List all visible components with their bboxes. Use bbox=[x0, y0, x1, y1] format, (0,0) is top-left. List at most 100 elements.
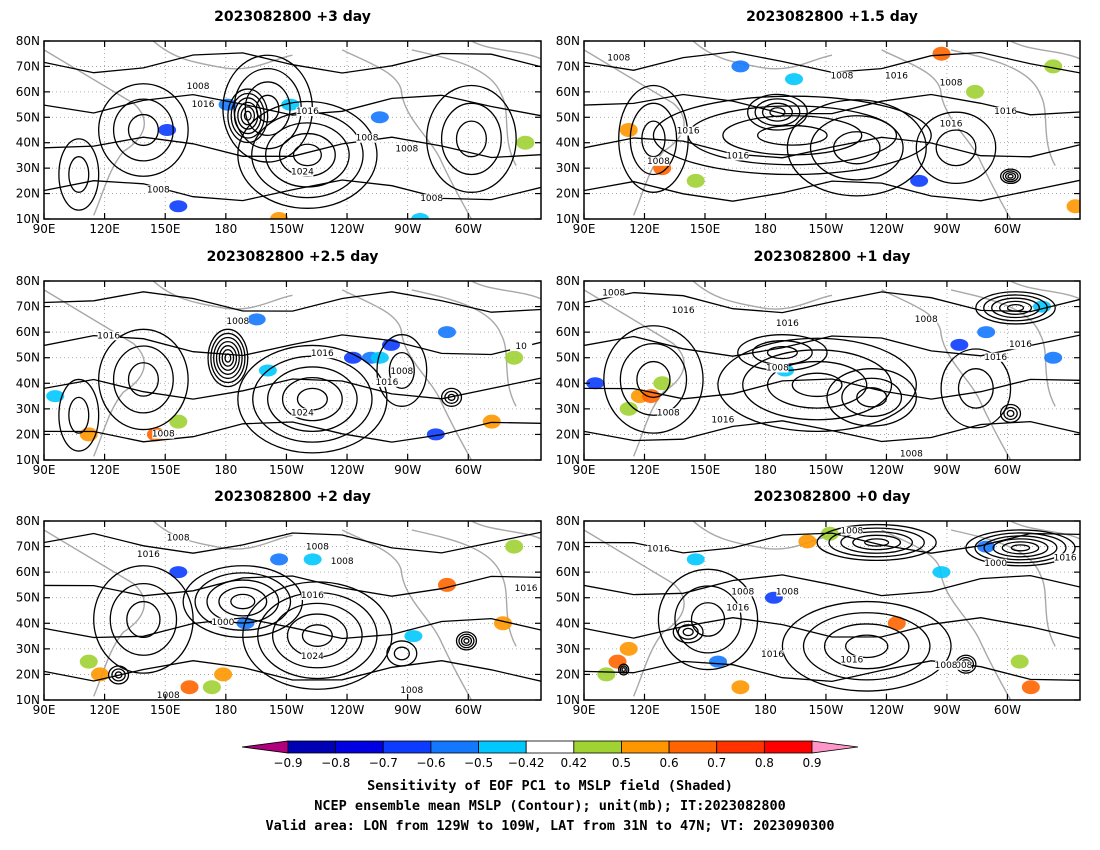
y-tick-label: 20N bbox=[16, 667, 40, 681]
mslp-contour bbox=[584, 660, 1080, 683]
contour-label-bg bbox=[291, 408, 314, 418]
coastline bbox=[411, 289, 517, 407]
negative-sensitivity-patch bbox=[437, 326, 456, 339]
colorbar-tick-label: 0.5 bbox=[612, 756, 631, 770]
x-tick-label: 180 bbox=[754, 222, 777, 236]
positive-sensitivity-patch bbox=[505, 539, 524, 554]
positive-sensitivity-patch bbox=[180, 680, 199, 695]
coastline bbox=[152, 281, 293, 310]
mslp-contour bbox=[386, 640, 418, 667]
positive-sensitivity-patch bbox=[932, 46, 951, 61]
mslp-contour bbox=[1007, 173, 1014, 179]
contour-label: 1016 bbox=[994, 107, 1017, 117]
negative-sensitivity-patch bbox=[46, 390, 65, 403]
y-tick-label: 80N bbox=[556, 514, 580, 528]
mslp-contour bbox=[266, 366, 358, 433]
mslp-contour bbox=[444, 390, 459, 404]
map-panel-5: 2023082800 +2 day10081016100810081016100… bbox=[16, 489, 542, 717]
mslp-contour bbox=[756, 124, 828, 146]
mslp-contour bbox=[440, 102, 502, 176]
x-tick-label: 60W bbox=[994, 222, 1021, 236]
contour-label-bg bbox=[187, 82, 210, 92]
x-tick-label: 150W bbox=[809, 463, 844, 477]
negative-sensitivity-patch bbox=[158, 124, 177, 136]
x-tick-label: 150W bbox=[269, 222, 304, 236]
contour-label: 1008 bbox=[950, 661, 973, 671]
y-tick-label: 40N bbox=[16, 136, 40, 150]
colorbar-tick-label: 0.9 bbox=[802, 756, 821, 770]
contour-label: 1016 bbox=[97, 331, 120, 341]
mslp-contour bbox=[218, 586, 268, 617]
contour-label: 1016 bbox=[301, 591, 324, 601]
mslp-contour bbox=[44, 617, 541, 640]
mslp-contour bbox=[292, 143, 322, 167]
y-tick-label: 30N bbox=[16, 402, 40, 416]
colorbar-tick-label: −0.9 bbox=[273, 756, 302, 770]
contour-label: 1008 bbox=[157, 691, 180, 701]
contour-label: 1016 bbox=[885, 71, 908, 81]
positive-sensitivity-patch bbox=[482, 414, 501, 429]
contour-label-bg bbox=[306, 542, 329, 552]
x-tick-label: 150W bbox=[269, 463, 304, 477]
panel-title: 2023082800 +1.5 day bbox=[746, 9, 918, 25]
coastline bbox=[584, 49, 685, 216]
y-tick-label: 50N bbox=[556, 591, 580, 605]
mslp-contour bbox=[621, 667, 626, 673]
negative-sensitivity-patch bbox=[910, 174, 929, 187]
mslp-contour bbox=[257, 591, 378, 680]
y-tick-label: 60N bbox=[16, 325, 40, 339]
colorbar-tick-label: 0.42 bbox=[560, 756, 587, 770]
positive-sensitivity-patch bbox=[169, 414, 188, 429]
negative-sensitivity-patch bbox=[977, 326, 996, 339]
contour-label: 1008 bbox=[766, 364, 789, 374]
y-tick-label: 30N bbox=[556, 161, 580, 175]
y-tick-label: 40N bbox=[16, 376, 40, 390]
positive-sensitivity-patch bbox=[270, 212, 289, 219]
mslp-contour bbox=[206, 579, 280, 624]
x-tick-label: 120E bbox=[629, 703, 660, 717]
mslp-contour bbox=[127, 362, 159, 397]
positive-sensitivity-patch bbox=[653, 376, 672, 391]
mslp-contour bbox=[619, 665, 628, 674]
contour-label-bg bbox=[900, 449, 923, 459]
mslp-contour bbox=[802, 612, 931, 681]
x-tick-label: 150E bbox=[690, 703, 721, 717]
contour-label-bg bbox=[211, 617, 234, 627]
mslp-contour bbox=[584, 51, 1080, 74]
x-tick-label: 90E bbox=[33, 703, 56, 717]
y-tick-label: 60N bbox=[16, 565, 40, 579]
mslp-contour bbox=[1006, 409, 1015, 418]
mslp-contour bbox=[754, 98, 801, 127]
positive-sensitivity-patch bbox=[437, 577, 456, 592]
mslp-contour bbox=[991, 297, 1040, 319]
contour-label-bg bbox=[761, 650, 784, 660]
x-tick-label: 150E bbox=[150, 703, 181, 717]
contour-label-bg bbox=[226, 316, 249, 326]
positive-sensitivity-patch bbox=[965, 84, 984, 99]
y-tick-label: 30N bbox=[16, 642, 40, 656]
mslp-contour bbox=[44, 136, 541, 159]
y-tick-label: 70N bbox=[556, 540, 580, 554]
y-tick-label: 70N bbox=[16, 540, 40, 554]
x-tick-label: 90E bbox=[573, 703, 596, 717]
negative-sensitivity-patch bbox=[169, 200, 188, 213]
contour-label: 1008 bbox=[607, 54, 630, 64]
map-panel-1: 2023082800 +3 day 1008 1016 1016 1008 1008 102… bbox=[16, 9, 542, 236]
positive-sensitivity-patch bbox=[887, 616, 906, 631]
colorbar-tick-label: −0.8 bbox=[321, 756, 350, 770]
x-tick-label: 120E bbox=[629, 463, 660, 477]
contour-label: 1016 bbox=[1009, 340, 1032, 350]
contour-label-bg bbox=[420, 194, 443, 204]
colorbar-segment bbox=[668, 740, 718, 754]
mslp-contour bbox=[109, 583, 178, 656]
mslp-contour bbox=[957, 368, 994, 409]
x-tick-label: 120E bbox=[89, 703, 120, 717]
contour-label-bg bbox=[657, 408, 680, 418]
mslp-contour bbox=[856, 387, 888, 408]
colorbar-segment bbox=[335, 740, 384, 754]
contour-label: 1008 bbox=[602, 288, 625, 298]
y-tick-label: 20N bbox=[556, 187, 580, 201]
contour-label-bg bbox=[940, 119, 963, 129]
colorbar-segment bbox=[525, 740, 575, 754]
positive-sensitivity-patch bbox=[505, 350, 524, 365]
